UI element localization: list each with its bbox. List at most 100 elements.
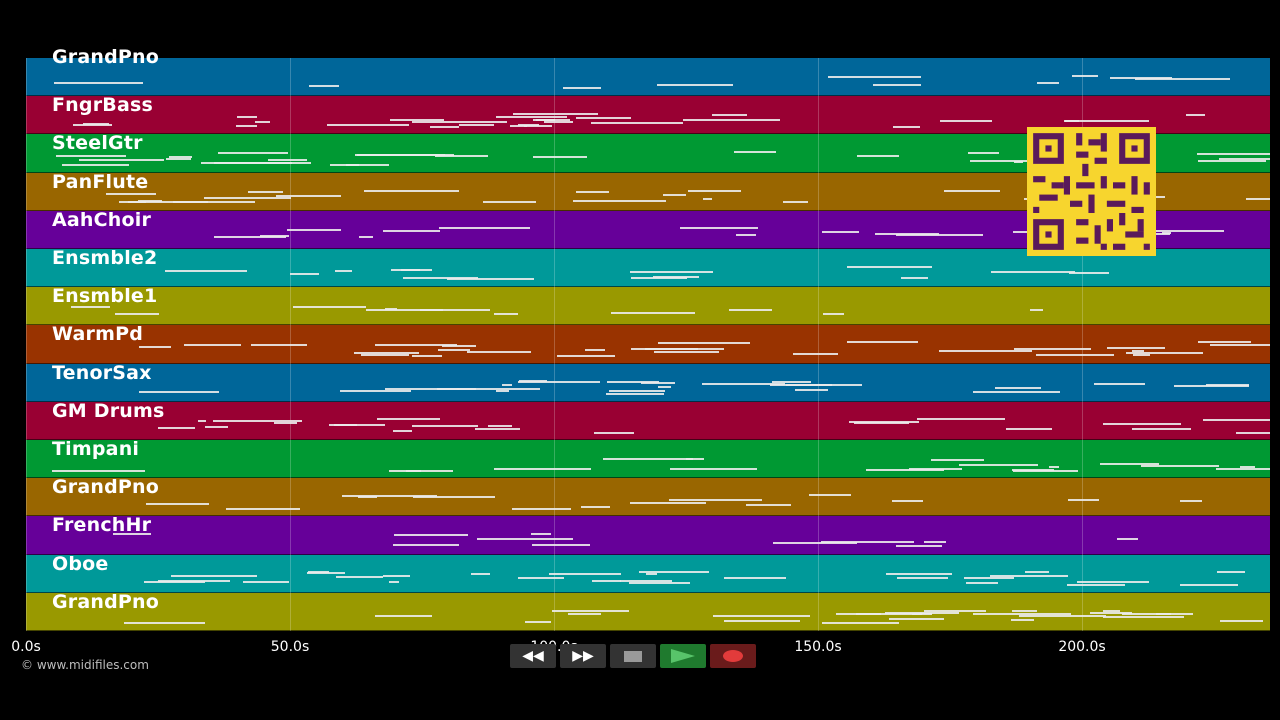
midi-note <box>1012 469 1055 472</box>
midi-note <box>827 75 921 78</box>
midi-note <box>866 469 944 472</box>
midi-note <box>435 154 489 157</box>
midi-note <box>382 574 411 577</box>
midi-note <box>959 463 1039 466</box>
midi-note <box>885 572 952 575</box>
midi-note <box>341 495 438 498</box>
midi-note <box>62 163 129 166</box>
midi-note <box>530 533 551 536</box>
midi-note <box>1076 581 1150 584</box>
midi-note <box>212 419 302 422</box>
track-row: Ensmble1 <box>26 285 1270 326</box>
midi-note <box>620 579 672 582</box>
midi-note <box>146 503 210 506</box>
record-button[interactable] <box>710 644 756 668</box>
midi-note <box>168 155 192 158</box>
midi-note <box>106 193 156 196</box>
midi-note <box>1186 113 1206 116</box>
midi-note <box>436 387 476 390</box>
midi-note <box>236 124 258 127</box>
midi-note <box>973 613 1072 616</box>
midi-note <box>1072 75 1098 78</box>
midi-note <box>1240 466 1256 469</box>
grid-line <box>1082 58 1083 631</box>
play-button[interactable] <box>660 644 706 668</box>
midi-note <box>1014 348 1092 351</box>
rewind-button[interactable]: ◀◀ <box>510 644 556 668</box>
midi-note <box>441 345 477 348</box>
midi-note <box>591 122 684 125</box>
midi-note <box>1068 272 1110 275</box>
track-name: AahChoir <box>52 208 152 231</box>
midi-note <box>114 313 160 316</box>
midi-note <box>1094 383 1146 386</box>
midi-note <box>856 612 881 615</box>
midi-note <box>549 573 622 576</box>
midi-note <box>610 311 695 314</box>
midi-note <box>388 581 400 584</box>
midi-note <box>593 431 634 434</box>
midi-note <box>71 306 111 309</box>
fast-forward-button[interactable]: ▶▶ <box>560 644 606 668</box>
midi-note <box>822 231 860 234</box>
midi-note <box>944 190 1000 193</box>
midi-note <box>630 276 688 279</box>
midi-note <box>809 494 851 497</box>
midi-note <box>430 125 459 128</box>
stop-icon <box>624 650 642 662</box>
midi-note <box>157 426 196 429</box>
fast-forward-icon: ▶▶ <box>572 648 594 664</box>
midi-note <box>510 125 527 128</box>
midi-note <box>286 229 342 232</box>
midi-note <box>225 507 300 510</box>
midi-note <box>891 500 923 503</box>
track-name: GrandPno <box>52 476 160 499</box>
midi-note <box>439 227 530 230</box>
midi-note <box>1019 614 1107 617</box>
midi-note <box>1025 570 1049 573</box>
midi-note <box>166 158 192 161</box>
track-name: GM Drums <box>52 399 165 422</box>
midi-note <box>1065 119 1150 122</box>
midi-note <box>1132 427 1191 430</box>
midi-note <box>729 308 772 311</box>
midi-note <box>51 469 146 472</box>
midi-note <box>513 112 599 115</box>
midi-note <box>1197 159 1267 162</box>
midi-note <box>531 544 590 547</box>
midi-note <box>353 351 419 354</box>
midi-note <box>251 344 308 347</box>
midi-note <box>72 123 112 126</box>
midi-note <box>382 229 440 232</box>
midi-note <box>657 342 751 345</box>
midi-note <box>592 580 621 583</box>
midi-note <box>205 425 229 428</box>
midi-note <box>1125 352 1203 355</box>
midi-note <box>493 468 591 470</box>
stop-button[interactable] <box>610 644 656 668</box>
midi-note <box>990 271 1075 274</box>
midi-note <box>119 200 208 203</box>
midi-note <box>994 386 1041 389</box>
midi-note <box>1011 619 1035 622</box>
midi-note <box>237 116 257 119</box>
midi-note <box>638 571 710 574</box>
midi-note <box>630 347 699 350</box>
midi-note <box>389 469 453 472</box>
midi-note <box>551 609 630 612</box>
midi-note <box>374 344 457 347</box>
midi-note <box>357 154 454 157</box>
tick-label: 150.0s <box>794 639 842 655</box>
tick-label: 0.0s <box>11 639 41 655</box>
midi-note <box>391 268 433 271</box>
midi-note <box>374 615 432 618</box>
midi-note <box>536 119 556 122</box>
grid-line <box>554 58 555 631</box>
midi-note <box>630 501 706 504</box>
midi-note <box>512 507 571 510</box>
midi-note <box>1156 613 1172 616</box>
midi-note <box>544 121 574 124</box>
midi-note <box>254 120 271 123</box>
midi-note <box>53 81 144 84</box>
midi-note <box>939 120 992 123</box>
